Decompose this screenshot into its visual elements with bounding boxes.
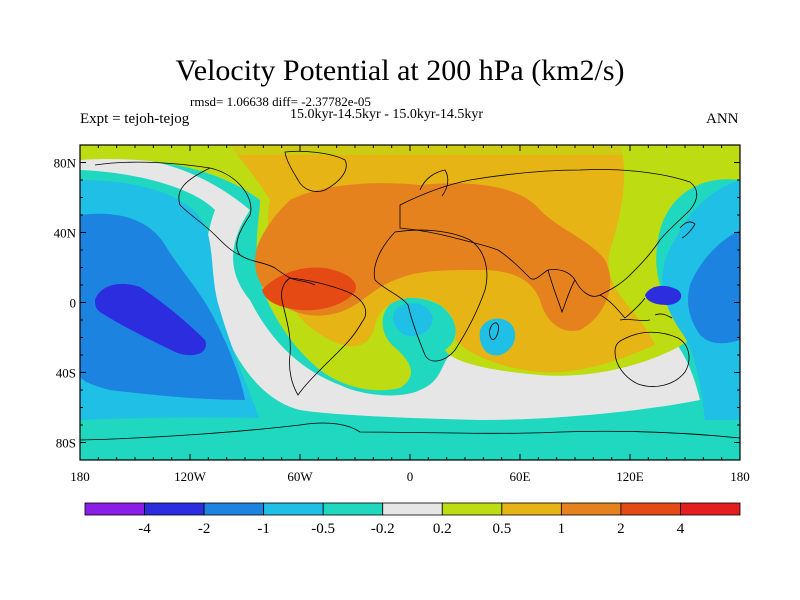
colorbar-swatch	[620, 502, 681, 516]
season-label: ANN	[706, 111, 739, 127]
colorbar-swatch	[322, 502, 384, 516]
colorbar-label: -0.5	[311, 521, 336, 537]
contour-fill-teal-indian	[479, 318, 516, 356]
scandinavia-coast	[419, 169, 449, 197]
contour-fill-southern	[80, 417, 740, 460]
y-tick-label: 80N	[53, 155, 76, 170]
rmsd-label: rmsd= 1.06638 diff= -2.37782e-05	[190, 94, 371, 109]
y-tick-label: 80S	[55, 435, 76, 450]
colorbar-label: 0.2	[432, 521, 452, 537]
colorbar-swatch	[501, 502, 562, 516]
x-tick-label: 180	[730, 469, 750, 484]
australia-coast	[614, 331, 690, 387]
x-tick-label: 180	[70, 469, 90, 484]
colorbar-label: 2	[617, 521, 625, 537]
colorbar-label: 4	[676, 521, 685, 537]
india-coast	[547, 269, 576, 314]
colorbar-swatch	[560, 502, 622, 516]
colorbar-swatch	[263, 502, 324, 516]
madagascar-coast	[489, 322, 499, 340]
japan-coast	[679, 221, 696, 239]
y-tick-label: 0	[69, 295, 77, 310]
y-tick-label: 40S	[55, 365, 76, 380]
indonesia-coast	[619, 313, 673, 321]
colorbar-label: -0.2	[370, 521, 395, 537]
period-label: 15.0kyr-14.5kyr - 15.0kyr-14.5kyr	[290, 107, 484, 122]
colorbar-label: -2	[197, 521, 211, 537]
experiment-label: Expt = tejoh-tejog	[80, 111, 190, 127]
colorbar-swatch	[84, 502, 145, 516]
x-tick-label: 60W	[287, 469, 313, 484]
colorbar-swatch	[441, 502, 503, 516]
greenland-coast	[284, 150, 347, 192]
coastlines	[80, 150, 740, 441]
colorbar-label: -1	[257, 521, 270, 537]
colorbar-label: 0.5	[492, 521, 512, 537]
y-tick-label: 40N	[53, 225, 76, 240]
contour-fill-red	[262, 267, 356, 311]
colorbar-swatch	[144, 502, 205, 516]
antarctica-coast	[80, 422, 740, 441]
contour-fill-midblue-east	[688, 230, 740, 344]
colorbar-swatch	[382, 502, 443, 516]
colorbar-swatch	[680, 502, 741, 516]
axis-ticks	[79, 145, 741, 460]
contour-fill-darkblue-east	[645, 285, 682, 305]
contour-field	[80, 145, 740, 460]
eurasia-coast	[399, 169, 698, 297]
colorbar	[84, 502, 741, 516]
x-tick-label: 120E	[616, 469, 644, 484]
africa-coast	[373, 229, 488, 362]
x-tick-label: 60E	[509, 469, 531, 484]
contour-fill-teal-atlantic	[393, 303, 433, 337]
south-america-coast	[281, 277, 366, 396]
plot-title: Velocity Potential at 200 hPa (km2/s)	[175, 54, 625, 87]
colorbar-label: -4	[138, 521, 151, 537]
x-tick-label: 0	[406, 469, 414, 484]
x-tick-label: 120W	[174, 469, 206, 484]
colorbar-swatch	[203, 502, 265, 516]
colorbar-label: 1	[557, 521, 566, 537]
contour-fill-darkblue-west	[95, 283, 206, 356]
southeast-asia-coast	[599, 294, 646, 319]
